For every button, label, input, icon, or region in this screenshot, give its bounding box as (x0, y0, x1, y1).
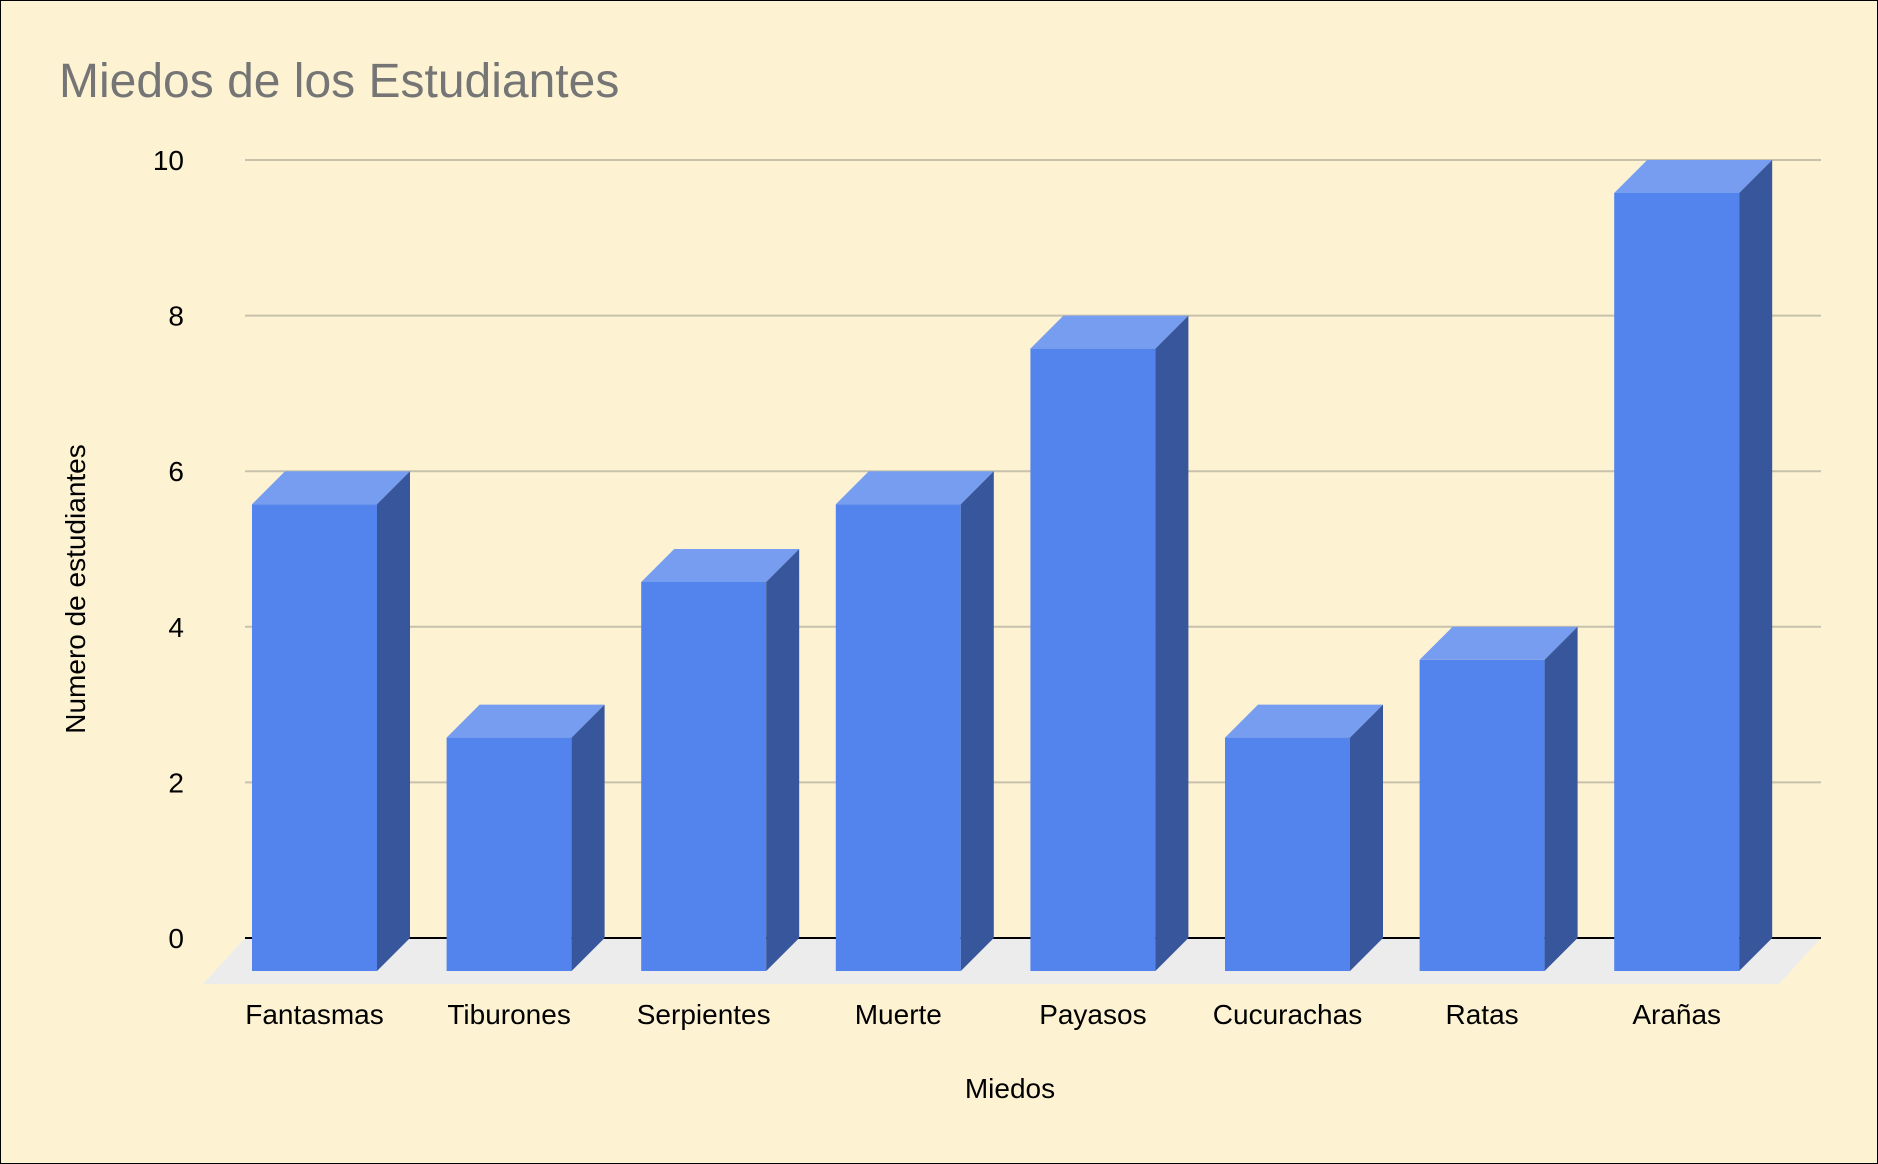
y-axis-ticks: 0 2 4 6 8 10 (153, 145, 184, 954)
bar-top-face (641, 549, 800, 582)
y-tick-label: 0 (168, 923, 184, 954)
bar (835, 471, 994, 971)
bar-front-face (1614, 193, 1740, 971)
bar (252, 471, 410, 971)
bar-side-face (1544, 626, 1578, 971)
bar (1614, 160, 1773, 971)
y-tick-label: 4 (168, 612, 184, 643)
bar-top-face (252, 471, 410, 505)
x-axis-ticks: Fantasmas Tiburones Serpientes Muerte Payaso… (245, 999, 1721, 1030)
bar-front-face (446, 737, 572, 971)
chart-floor (203, 938, 1821, 984)
x-tick-label: Payasos (1039, 999, 1146, 1030)
bar (446, 704, 605, 971)
bar-front-face (641, 582, 767, 971)
y-axis-title: Numero de estudiantes (60, 444, 91, 734)
bar-side-face (1155, 315, 1189, 972)
bar-top-face (1030, 315, 1189, 349)
bar-side-face (1739, 160, 1773, 971)
y-tick-label: 10 (153, 145, 184, 176)
y-tick-label: 6 (168, 456, 184, 487)
bar-side-face (766, 549, 800, 971)
chart-title: Miedos de los Estudiantes (59, 55, 619, 108)
bar-side-face (571, 704, 605, 971)
bar (1225, 704, 1383, 971)
y-tick-label: 8 (168, 301, 184, 332)
bar (641, 549, 800, 971)
bar-side-face (377, 471, 410, 971)
bar-top-face (1419, 626, 1578, 660)
bar-side-face (960, 471, 994, 971)
bar-top-face (1225, 704, 1383, 738)
x-tick-label: Cucurachas (1213, 999, 1362, 1030)
y-tick-label: 2 (168, 767, 184, 798)
x-tick-label: Muerte (855, 999, 942, 1030)
bar-top-face (1614, 160, 1773, 193)
bar-front-face (1419, 659, 1545, 971)
x-tick-label: Ratas (1446, 999, 1519, 1030)
x-tick-label: Fantasmas (245, 999, 384, 1030)
bar-top-face (835, 471, 994, 505)
bar (1419, 626, 1578, 971)
bar-side-face (1350, 704, 1383, 971)
x-axis-title: Miedos (965, 1073, 1055, 1104)
bar-front-face (1030, 348, 1156, 972)
bars (252, 160, 1773, 972)
bar-top-face (446, 704, 605, 738)
x-tick-label: Tiburones (447, 999, 570, 1030)
bar-front-face (252, 504, 377, 971)
bar-front-face (835, 504, 961, 971)
bar-front-face (1225, 737, 1350, 971)
x-tick-label: Arañas (1632, 999, 1721, 1030)
x-tick-label: Serpientes (637, 999, 771, 1030)
bar (1030, 315, 1189, 972)
